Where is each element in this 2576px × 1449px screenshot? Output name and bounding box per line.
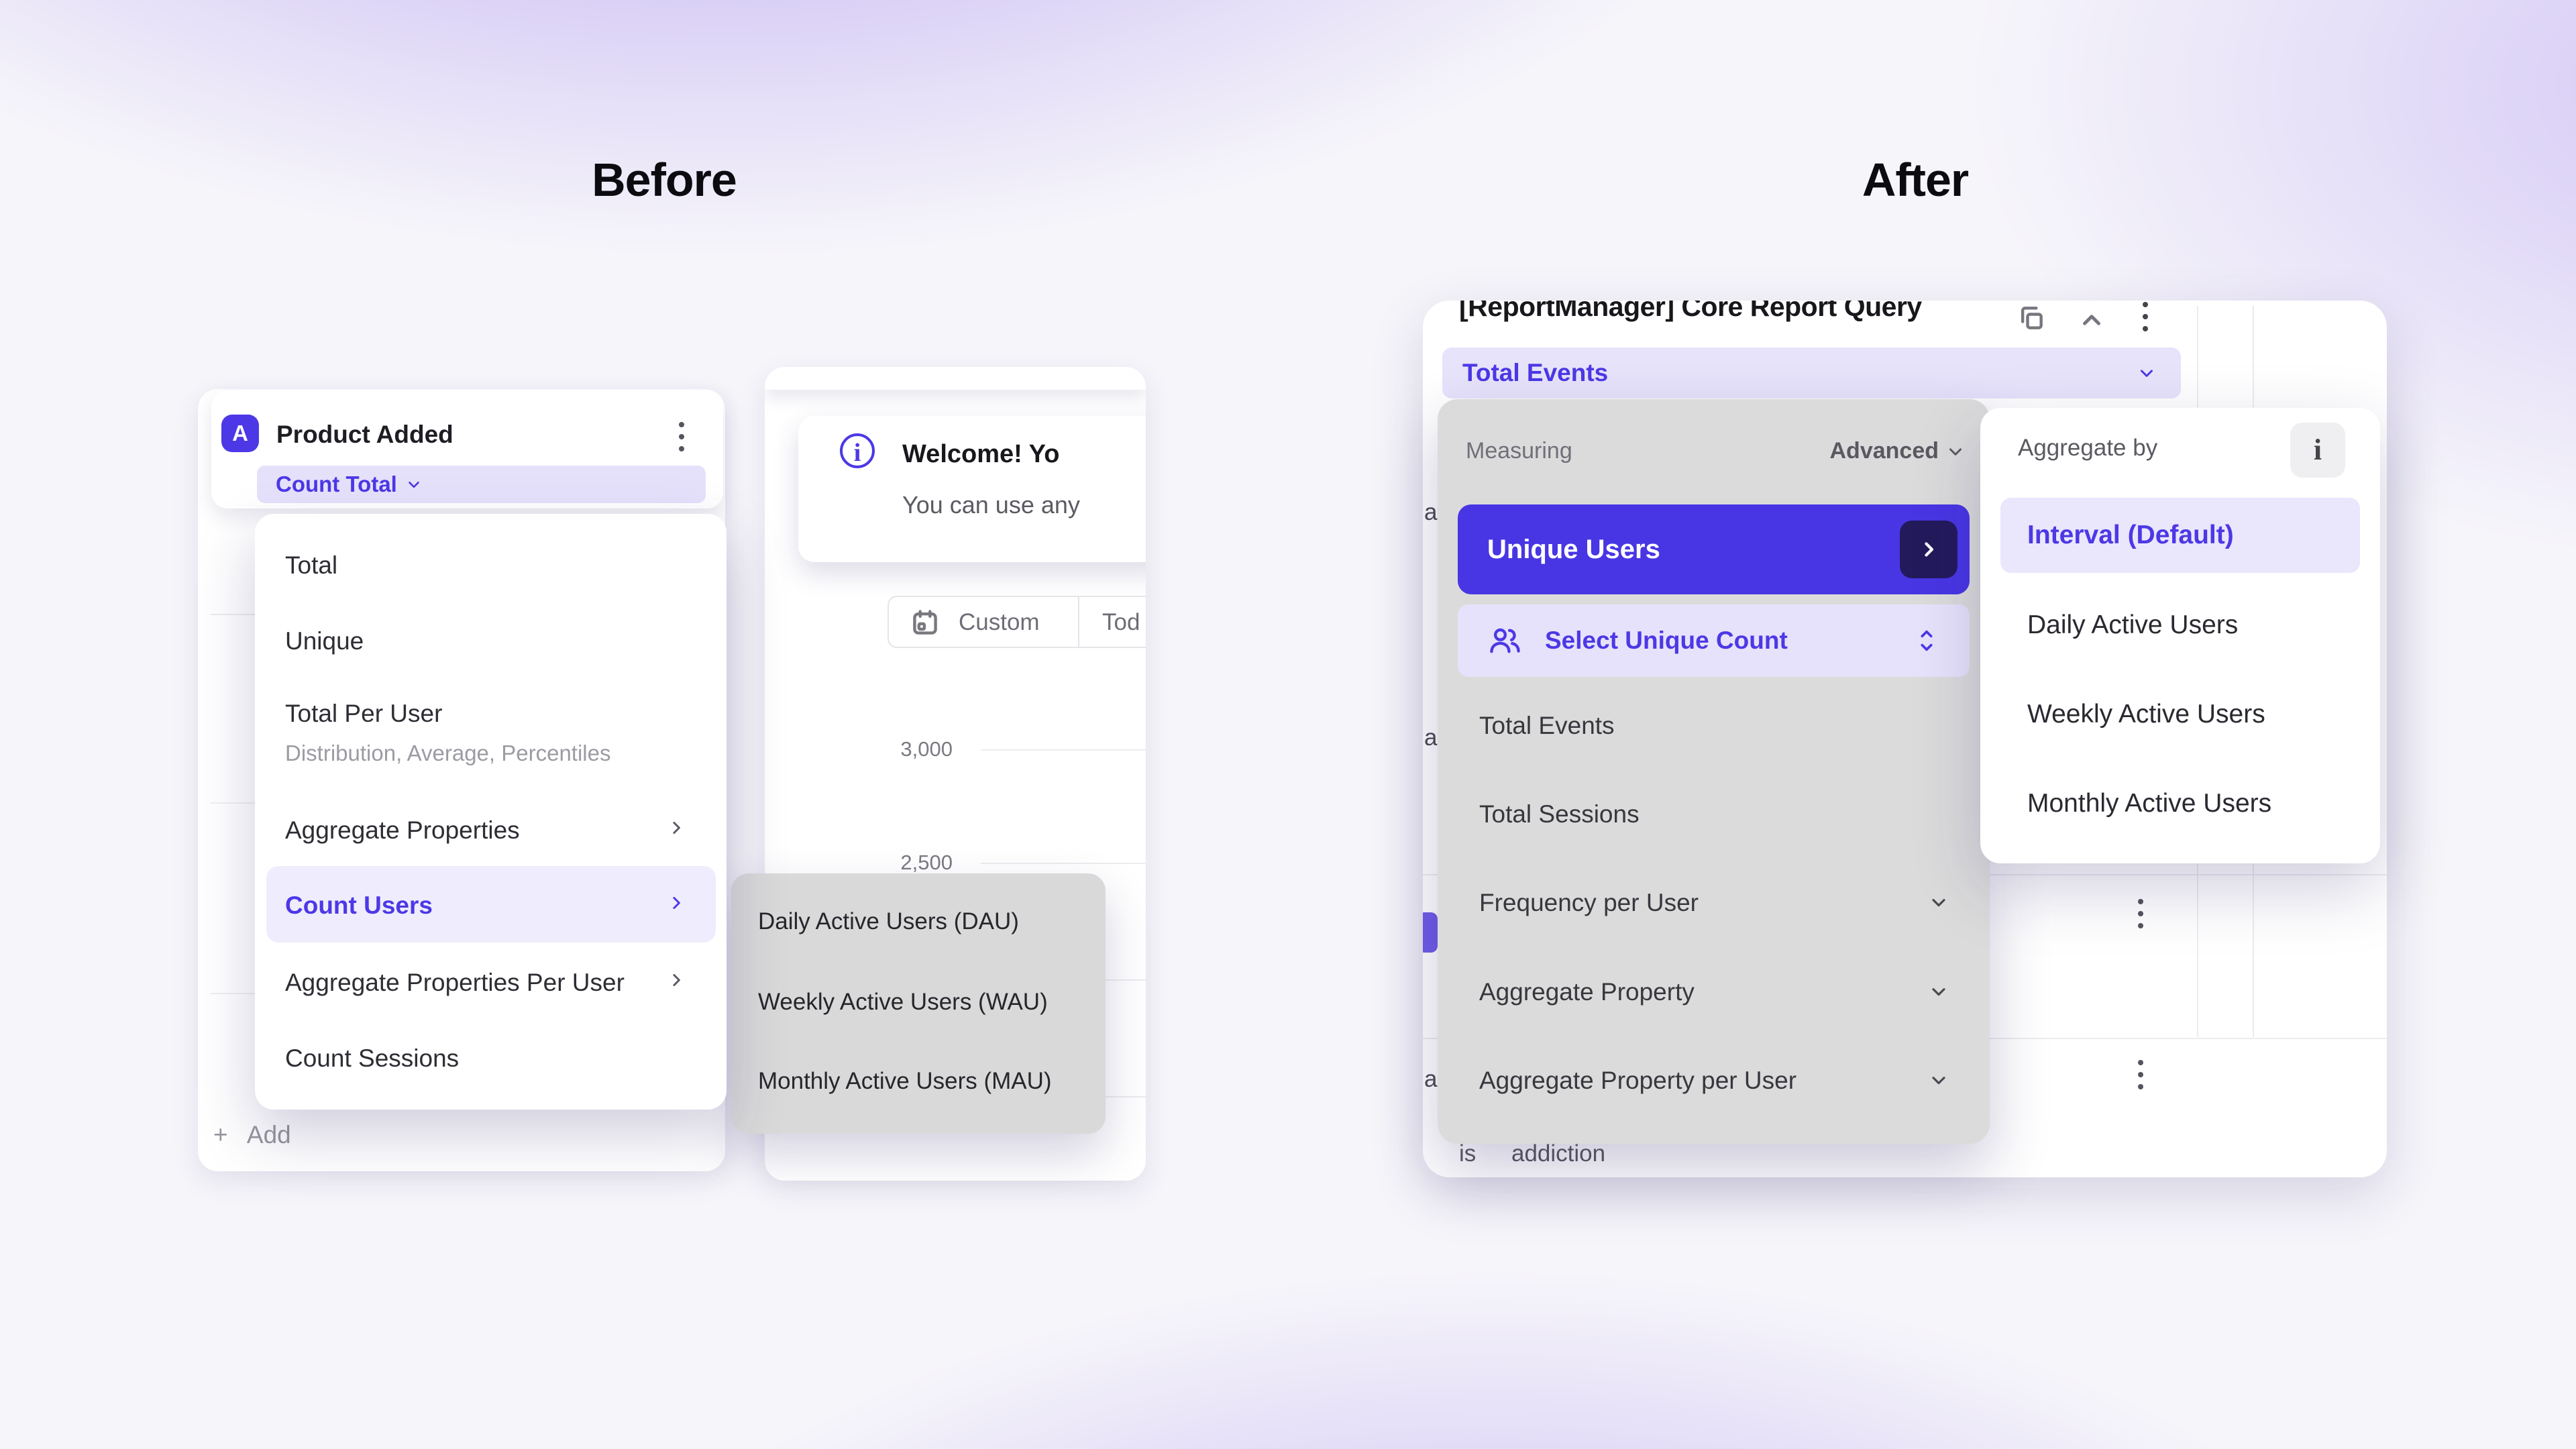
total-events-dropdown[interactable]: Total Events bbox=[1442, 347, 2181, 398]
event-pill-fragment bbox=[1423, 912, 1438, 953]
menu-item-count-sessions[interactable]: Count Sessions bbox=[285, 1044, 460, 1072]
filter-value: addiction bbox=[1511, 1140, 1606, 1167]
date-today-button[interactable]: Tod bbox=[1102, 609, 1140, 635]
y-axis-tick: 2,500 bbox=[900, 851, 953, 874]
add-label: Add bbox=[246, 1121, 291, 1148]
measuring-label: Measuring bbox=[1466, 438, 1572, 464]
report-kebab-menu-icon[interactable] bbox=[2143, 302, 2148, 331]
chevron-down-icon bbox=[1928, 1069, 1949, 1091]
measure-option-frequency-per-user[interactable]: Frequency per User bbox=[1479, 889, 1699, 916]
chevron-down-icon bbox=[409, 481, 419, 488]
menu-item-aggregate-properties-per-user[interactable]: Aggregate Properties Per User bbox=[285, 969, 625, 996]
clipped-text-fragment: a bbox=[1424, 499, 1438, 525]
before-title: Before bbox=[592, 154, 737, 206]
clipped-text-fragment: a bbox=[1424, 724, 1438, 751]
menu-item-total[interactable]: Total bbox=[285, 551, 338, 579]
total-events-label: Total Events bbox=[1462, 359, 1609, 386]
chevron-down-icon bbox=[1949, 447, 1962, 455]
clipped-text-fragment: a bbox=[1424, 1066, 1438, 1092]
count-users-submenu: Daily Active Users (DAU) Weekly Active U… bbox=[731, 873, 1106, 1134]
chevron-right-icon bbox=[1925, 542, 1934, 557]
measure-option-total-events[interactable]: Total Events bbox=[1479, 712, 1615, 739]
y-axis-tick: 3,000 bbox=[900, 737, 953, 761]
menu-item-total-per-user-sub: Distribution, Average, Percentiles bbox=[285, 741, 611, 765]
advanced-label: Advanced bbox=[1829, 438, 1939, 464]
info-button[interactable]: i bbox=[2290, 423, 2345, 478]
submenu-item-dau[interactable]: Daily Active Users (DAU) bbox=[758, 908, 1019, 934]
unique-users-selected-button[interactable]: Unique Users bbox=[1458, 504, 1970, 594]
plus-icon: + bbox=[213, 1121, 228, 1148]
welcome-subtitle: You can use any bbox=[902, 491, 1080, 519]
after-title: After bbox=[1862, 154, 1969, 206]
row-kebab-menu-icon[interactable] bbox=[2138, 899, 2143, 928]
chevron-right-icon bbox=[666, 893, 686, 913]
measurement-menu: Total Unique Total Per User Distribution… bbox=[255, 514, 727, 1110]
expand-submenu-button[interactable] bbox=[1900, 521, 1957, 578]
date-range-controls: Custom Tod bbox=[888, 596, 1146, 648]
unique-users-label: Unique Users bbox=[1487, 534, 1660, 564]
submenu-item-mau[interactable]: Monthly Active Users (MAU) bbox=[758, 1068, 1052, 1094]
people-icon bbox=[1490, 628, 1520, 653]
date-custom-button[interactable]: Custom bbox=[959, 609, 1040, 635]
event-letter-badge: A bbox=[221, 415, 259, 452]
report-query-title: [ReportManager] Core Report Query bbox=[1459, 301, 1922, 322]
aggregate-by-panel: Aggregate by i Interval (Default) Daily … bbox=[1980, 408, 2380, 863]
row-kebab-menu-icon[interactable] bbox=[2138, 1060, 2143, 1089]
menu-item-total-per-user[interactable]: Total Per User bbox=[285, 700, 443, 727]
event-name: Product Added bbox=[276, 421, 453, 448]
chevron-down-icon bbox=[2141, 370, 2153, 377]
chevron-down-icon bbox=[1928, 892, 1949, 913]
info-icon: i bbox=[840, 433, 875, 468]
aggregate-by-title: Aggregate by bbox=[2018, 435, 2158, 461]
count-total-dropdown[interactable]: Count Total bbox=[257, 466, 706, 503]
menu-item-count-users-highlight[interactable] bbox=[266, 866, 716, 943]
event-card: A Product Added Count Total bbox=[211, 390, 723, 508]
chevron-right-icon bbox=[666, 970, 686, 990]
filter-operator: is bbox=[1459, 1140, 1477, 1167]
event-kebab-menu-icon[interactable] bbox=[679, 422, 684, 451]
aggregate-option-interval-selected[interactable]: Interval (Default) bbox=[2000, 498, 2360, 573]
welcome-title: Welcome! Yo bbox=[902, 440, 1060, 468]
add-breakdown-button[interactable]: + Add bbox=[213, 1121, 291, 1149]
card-top-strip bbox=[765, 367, 1146, 390]
measuring-panel: Measuring Advanced Unique Users Select U… bbox=[1438, 399, 1990, 1144]
measure-option-aggregate-property[interactable]: Aggregate Property bbox=[1479, 978, 1695, 1006]
aggregate-option-wau[interactable]: Weekly Active Users bbox=[2027, 700, 2265, 729]
aggregate-option-dau[interactable]: Daily Active Users bbox=[2027, 610, 2239, 639]
menu-item-unique[interactable]: Unique bbox=[285, 627, 364, 655]
submenu-item-wau[interactable]: Weekly Active Users (WAU) bbox=[758, 989, 1048, 1015]
chevron-down-icon bbox=[1928, 981, 1949, 1002]
chevron-right-icon bbox=[666, 818, 686, 838]
count-total-label: Count Total bbox=[276, 472, 397, 496]
copy-icon[interactable] bbox=[2017, 303, 2046, 333]
select-unique-count-button[interactable]: Select Unique Count bbox=[1458, 604, 1970, 677]
collapse-chevron-up-icon[interactable] bbox=[2078, 306, 2106, 334]
aggregate-option-mau[interactable]: Monthly Active Users bbox=[2027, 789, 2272, 818]
measure-option-aggregate-property-per-user[interactable]: Aggregate Property per User bbox=[1479, 1067, 1797, 1094]
menu-item-count-users[interactable]: Count Users bbox=[285, 892, 433, 919]
select-unique-count-label: Select Unique Count bbox=[1545, 627, 1788, 654]
sort-arrows-icon bbox=[1921, 630, 1933, 651]
welcome-banner: i Welcome! Yo You can use any bbox=[798, 416, 1146, 562]
calendar-icon bbox=[910, 608, 940, 637]
advanced-dropdown[interactable]: Advanced bbox=[1830, 438, 1966, 464]
measure-option-total-sessions[interactable]: Total Sessions bbox=[1479, 800, 1640, 828]
menu-item-aggregate-properties[interactable]: Aggregate Properties bbox=[285, 816, 520, 844]
